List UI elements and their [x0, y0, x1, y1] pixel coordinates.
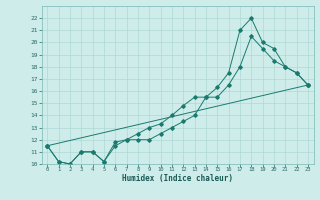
- X-axis label: Humidex (Indice chaleur): Humidex (Indice chaleur): [122, 174, 233, 183]
